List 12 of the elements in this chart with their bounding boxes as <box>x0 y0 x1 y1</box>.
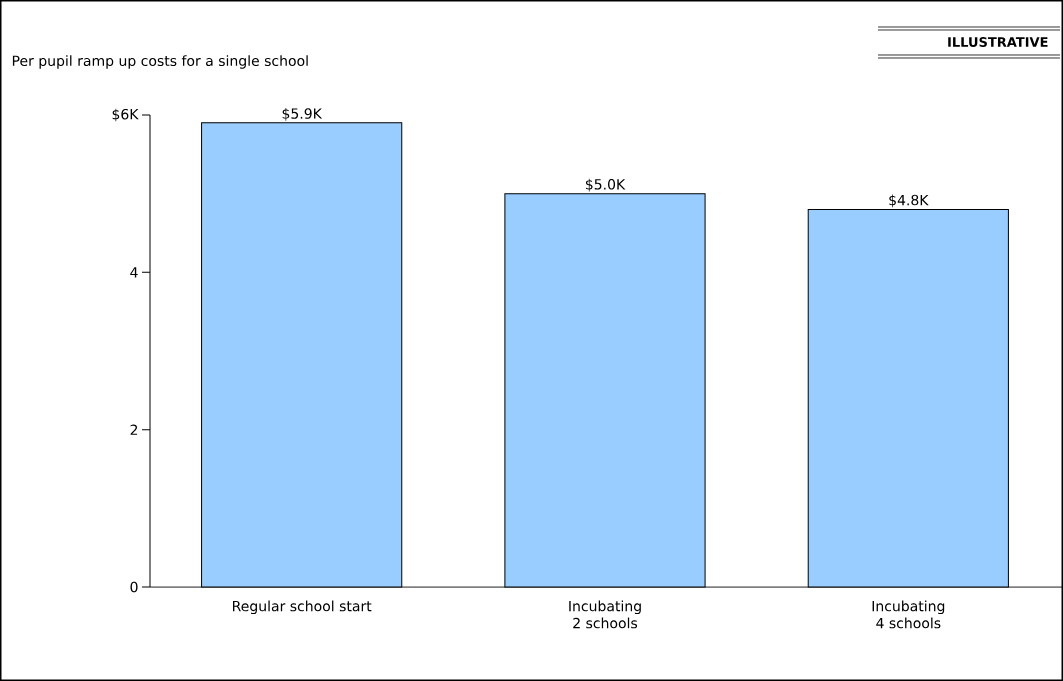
text: ILLUSTRATIVE <box>948 37 1048 47</box>
x-tick-label: Incubating 4 schools <box>872 600 945 629</box>
x-tick-label: Regular school start <box>233 600 372 615</box>
y-tick-label: 2 <box>130 424 138 435</box>
chart-title: Per pupil ramp up costs for a single school <box>12 55 308 69</box>
x-tick-label: Incubating 2 schools <box>569 600 641 629</box>
y-tick-label: 4 <box>130 267 138 278</box>
data-label: $4.8K <box>889 194 929 208</box>
data-label: $5.0K <box>585 178 626 192</box>
y-tick-label: $6K <box>112 108 139 122</box>
y-tick-label: 0 <box>130 581 138 593</box>
data-label: $5.9K <box>282 107 323 121</box>
